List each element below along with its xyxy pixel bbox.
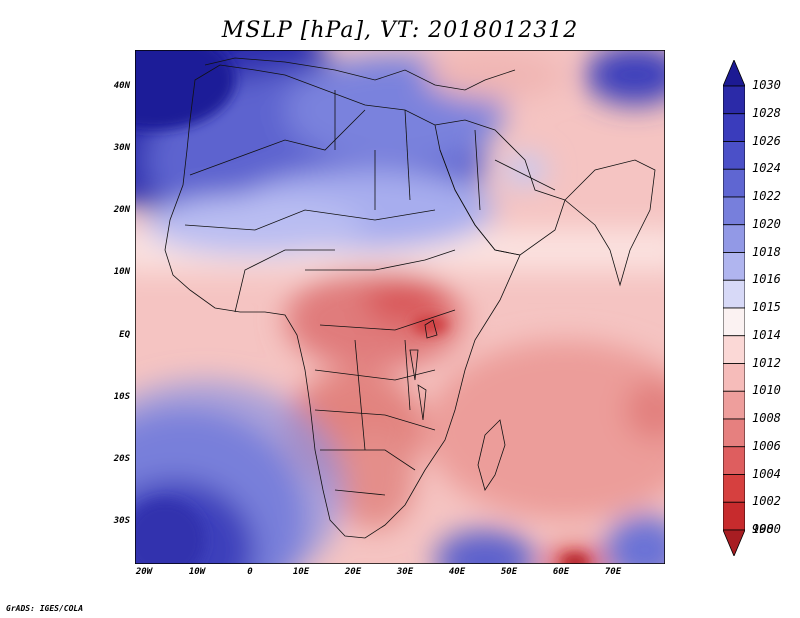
- x-tick-label: 60E: [552, 567, 570, 577]
- colorbar-label: 1014: [752, 327, 781, 342]
- colorbar-swatch: [723, 113, 745, 142]
- colorbar-label: 1024: [752, 161, 781, 176]
- x-tick-label: 0: [247, 567, 253, 577]
- colorbar-swatch: [723, 307, 745, 337]
- colorbar-label: 1012: [752, 355, 781, 370]
- colorbar-swatch: [723, 335, 745, 364]
- colorbar-label: 1018: [752, 244, 781, 259]
- x-tick-label: 10E: [292, 567, 310, 577]
- colorbar-swatch: [723, 418, 745, 448]
- colorbar-label: 1026: [752, 133, 781, 148]
- colorbar-swatch: [723, 529, 745, 556]
- y-tick-label: EQ: [119, 330, 130, 340]
- colorbar-label: 1010: [752, 383, 781, 398]
- colorbar-swatch: [723, 85, 745, 115]
- x-tick-label: 50E: [500, 567, 518, 577]
- colorbar-swatch: [723, 60, 745, 87]
- x-tick-label: 70E: [604, 567, 622, 577]
- colorbar: [723, 60, 745, 556]
- x-tick-label: 10W: [188, 567, 206, 577]
- colorbar-swatch: [723, 252, 745, 281]
- y-tick-label: 40N: [113, 81, 130, 91]
- x-tick-label: 20E: [344, 567, 362, 577]
- colorbar-swatch: [723, 446, 745, 475]
- y-tick-label: 30N: [113, 143, 130, 153]
- colorbar-label: 998: [752, 522, 774, 536]
- colorbar-swatch: [723, 474, 745, 503]
- colorbar-swatch: [723, 363, 745, 392]
- colorbar-label: 1015: [752, 300, 781, 314]
- colorbar-label: 1002: [752, 494, 781, 509]
- mslp-map: [135, 50, 665, 564]
- colorbar-label: 1030: [752, 78, 781, 92]
- colorbar-label: 1004: [752, 466, 781, 481]
- colorbar-swatch: [723, 224, 745, 253]
- x-tick-label: 40E: [448, 567, 466, 577]
- colorbar-label: 1020: [752, 216, 781, 231]
- colorbar-swatch: [723, 390, 745, 420]
- colorbar-swatch: [723, 501, 745, 531]
- colorbar-label: 1000: [752, 522, 781, 536]
- colorbar-swatch: [723, 168, 745, 198]
- colorbar-swatch: [723, 196, 745, 226]
- y-tick-label: 30S: [113, 516, 130, 526]
- y-tick-label: 20S: [113, 454, 130, 464]
- colorbar-label: 1028: [752, 105, 781, 120]
- colorbar-label: 1008: [752, 411, 781, 425]
- x-tick-label: 20W: [135, 567, 153, 577]
- colorbar-label: 1022: [752, 189, 781, 203]
- map-title: MSLP [hPa], VT: 2018012312: [221, 18, 579, 43]
- y-tick-label: 10S: [113, 392, 130, 402]
- x-tick-label: 30E: [396, 567, 414, 577]
- colorbar-swatch: [723, 141, 745, 170]
- y-tick-label: 10N: [113, 267, 130, 277]
- colorbar-swatch: [723, 279, 745, 309]
- colorbar-label: 1006: [752, 438, 781, 453]
- credit-text: GrADS: IGES/COLA: [6, 604, 84, 613]
- colorbar-label: 1016: [752, 272, 781, 287]
- y-tick-label: 20N: [113, 205, 130, 215]
